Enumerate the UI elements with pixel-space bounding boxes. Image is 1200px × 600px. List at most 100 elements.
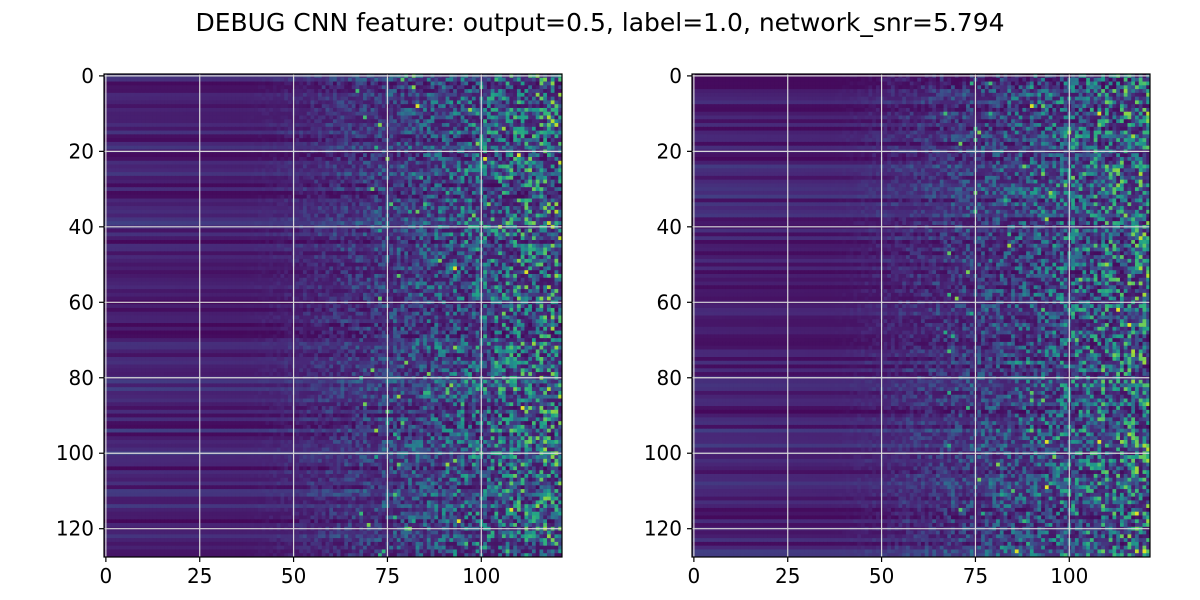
heatmap-cell xyxy=(227,175,233,181)
heatmap-cell xyxy=(449,138,454,143)
heatmap-cell xyxy=(475,172,481,177)
heatmap-cell xyxy=(205,183,210,188)
heatmap-cell xyxy=(464,190,469,196)
heatmap-cell xyxy=(239,96,244,102)
heatmap-cell xyxy=(171,126,176,132)
heatmap-cell xyxy=(276,190,282,196)
heatmap-cell xyxy=(370,145,375,151)
heatmap-cell xyxy=(122,194,128,200)
heatmap-cell xyxy=(171,206,176,211)
heatmap-cell xyxy=(430,96,435,102)
heatmap-cell xyxy=(528,145,533,151)
heatmap-cell xyxy=(321,202,327,207)
heatmap-cell xyxy=(306,190,312,196)
heatmap-cell xyxy=(344,168,349,173)
heatmap-cell xyxy=(535,96,541,102)
heatmap-cell xyxy=(167,221,173,226)
heatmap-cell xyxy=(471,123,477,128)
heatmap-cell xyxy=(554,160,559,166)
heatmap-cell xyxy=(137,194,143,200)
heatmap-cell xyxy=(389,160,394,166)
heatmap-cell xyxy=(359,168,364,173)
heatmap-cell xyxy=(531,107,537,113)
heatmap-cell xyxy=(396,209,402,215)
heatmap-cell xyxy=(254,145,259,151)
heatmap-cell xyxy=(513,209,518,215)
heatmap-cell xyxy=(325,145,330,151)
heatmap-cell xyxy=(186,92,191,98)
heatmap-cell xyxy=(306,209,312,215)
heatmap-cell xyxy=(250,77,255,83)
heatmap-cell xyxy=(280,213,285,218)
heatmap-cell xyxy=(224,209,229,215)
heatmap-cell xyxy=(543,123,548,128)
heatmap-cell xyxy=(543,206,548,211)
heatmap-cell xyxy=(257,172,263,177)
heatmap-cell xyxy=(494,194,499,200)
heatmap-cell xyxy=(483,119,488,124)
heatmap-cell xyxy=(520,206,526,211)
heatmap-cell xyxy=(449,160,454,166)
heatmap-cell xyxy=(501,183,507,188)
heatmap-cell xyxy=(254,141,259,147)
heatmap-cell xyxy=(115,175,120,181)
heatmap-cell xyxy=(449,104,454,109)
heatmap-cell xyxy=(426,119,432,124)
heatmap-cell xyxy=(254,119,259,124)
heatmap-cell xyxy=(314,187,319,192)
heatmap-cell xyxy=(115,126,120,132)
heatmap-cell xyxy=(370,77,375,83)
heatmap-cell xyxy=(201,104,206,109)
heatmap-cell xyxy=(513,183,518,188)
heatmap-cell xyxy=(156,126,161,132)
heatmap-cell xyxy=(182,119,188,124)
heatmap-cell xyxy=(426,221,432,226)
heatmap-cell xyxy=(302,119,308,124)
heatmap-cell xyxy=(370,187,375,192)
heatmap-cell xyxy=(261,85,267,90)
heatmap-cell xyxy=(531,160,537,166)
heatmap-cell xyxy=(276,85,282,90)
heatmap-cell xyxy=(516,157,522,162)
heatmap-cell xyxy=(201,134,206,139)
heatmap-cell xyxy=(558,179,562,185)
heatmap-cell xyxy=(426,213,432,218)
heatmap-cell xyxy=(137,115,143,120)
heatmap-cell xyxy=(475,77,481,83)
heatmap-cell xyxy=(554,77,559,83)
heatmap-cell xyxy=(528,92,533,98)
heatmap-cell xyxy=(520,134,526,139)
heatmap-cell xyxy=(246,107,252,113)
heatmap-cell xyxy=(164,217,169,222)
heatmap-cell xyxy=(411,153,417,158)
heatmap-cell xyxy=(317,96,323,102)
heatmap-cell xyxy=(122,187,128,192)
heatmap-cell xyxy=(359,115,364,120)
heatmap-cell xyxy=(107,164,113,169)
heatmap-cell xyxy=(179,209,184,215)
heatmap-cell xyxy=(344,85,349,90)
heatmap-cell xyxy=(126,107,131,113)
heatmap-cell xyxy=(276,202,282,207)
heatmap-cell xyxy=(438,138,443,143)
heatmap-cell xyxy=(227,179,233,185)
heatmap-cell xyxy=(205,164,210,169)
heatmap-cell xyxy=(378,100,383,105)
heatmap-cell xyxy=(359,175,364,181)
heatmap-cell xyxy=(164,81,169,86)
heatmap-cell xyxy=(302,187,308,192)
heatmap-cell xyxy=(494,96,499,102)
heatmap-cell xyxy=(130,115,135,120)
heatmap-cell xyxy=(475,123,481,128)
heatmap-cell xyxy=(468,168,473,173)
heatmap-cell xyxy=(119,157,124,162)
heatmap-cell xyxy=(408,123,413,128)
heatmap-cell xyxy=(235,123,240,128)
heatmap-cell xyxy=(137,111,143,117)
heatmap-cell xyxy=(516,145,522,151)
heatmap-cell xyxy=(272,138,278,143)
heatmap-cell xyxy=(310,119,315,124)
heatmap-cell xyxy=(216,198,221,203)
heatmap-cell xyxy=(426,134,432,139)
heatmap-cell xyxy=(501,85,507,90)
